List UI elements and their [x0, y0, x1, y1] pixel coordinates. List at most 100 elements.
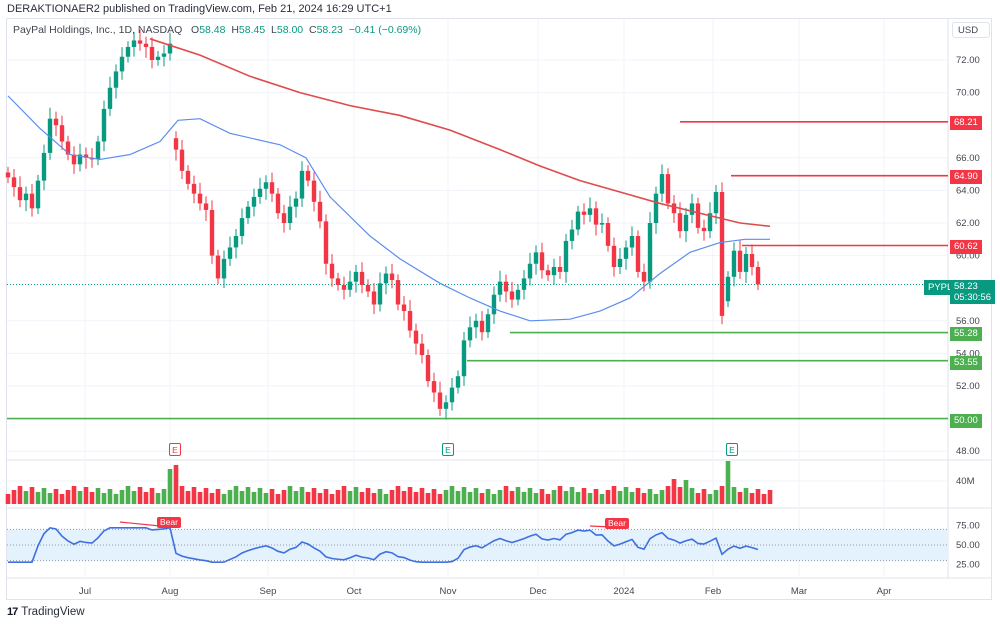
candle-body	[47, 118, 53, 153]
candle-body	[539, 252, 545, 271]
volume-bar	[497, 490, 503, 504]
candle-body	[569, 229, 575, 241]
candle-body	[251, 196, 257, 207]
open-value: 58.48	[199, 24, 226, 36]
candle-body	[695, 203, 701, 228]
volume-tick: 40M	[956, 476, 975, 487]
candle-body	[671, 203, 677, 214]
volume-bar	[281, 490, 287, 504]
candle-body	[731, 250, 737, 277]
volume-bar	[41, 488, 47, 504]
candle-body	[179, 149, 185, 171]
volume-bar	[371, 493, 377, 504]
rsi-tick: 25.00	[956, 560, 980, 571]
candle-body	[755, 267, 761, 285]
volume-bar	[725, 461, 731, 504]
candle-body	[41, 152, 47, 181]
candle-body	[641, 271, 647, 282]
volume-bar	[491, 494, 497, 504]
volume-bar	[209, 493, 215, 504]
high-value: 58.45	[238, 24, 266, 36]
volume-bar	[551, 490, 557, 504]
volume-bar	[191, 487, 197, 504]
candle-body	[167, 43, 173, 54]
volume-bar	[167, 469, 173, 504]
candle-body	[743, 253, 749, 272]
candle-body	[455, 376, 461, 388]
volume-bar	[185, 491, 191, 504]
candle-body	[617, 258, 623, 268]
candle-body	[425, 355, 431, 382]
candle-body	[497, 281, 503, 295]
volume-bar	[59, 494, 65, 504]
candle-body	[35, 180, 41, 209]
volume-bar	[5, 494, 11, 504]
volume-bar	[473, 488, 479, 504]
candle-body	[359, 271, 365, 285]
candle-body	[329, 263, 335, 279]
volume-bar	[65, 490, 71, 504]
volume-bar	[113, 494, 119, 504]
candle-body	[347, 281, 353, 290]
candle-body	[143, 43, 149, 47]
change-value: −0.41 (−0.69%)	[348, 24, 422, 36]
volume-bar	[455, 491, 461, 504]
tradingview-logo-text: TradingView	[21, 606, 85, 618]
volume-bar	[335, 490, 341, 504]
candle-body	[605, 223, 611, 246]
candle-body	[677, 213, 683, 232]
candle-body	[275, 193, 281, 214]
candle-body	[437, 392, 443, 409]
volume-bar	[233, 486, 239, 504]
candle-body	[509, 291, 515, 300]
volume-bar	[221, 494, 227, 504]
candle-body	[281, 213, 287, 223]
volume-bar	[83, 487, 89, 504]
candle-body	[413, 330, 419, 344]
volume-bar	[407, 487, 413, 504]
candle-body	[323, 221, 329, 264]
candle-body	[431, 381, 437, 393]
candle-body	[317, 201, 323, 222]
candle-body	[647, 223, 653, 282]
volume-bar	[107, 489, 113, 504]
candle-body	[665, 174, 671, 204]
close-label: C	[309, 24, 317, 36]
candle-body	[71, 154, 77, 165]
volume-bar	[401, 491, 407, 504]
volume-bar	[485, 489, 491, 504]
currency-button[interactable]: USD	[952, 22, 990, 38]
volume-bar	[293, 491, 299, 504]
earnings-marker-aug[interactable]: E	[169, 443, 181, 456]
time-tick-jul: Jul	[78, 586, 92, 597]
volume-bar	[719, 486, 725, 504]
candle-body	[689, 203, 695, 215]
price-tick: 62.00	[956, 218, 980, 229]
volume-bar	[287, 486, 293, 504]
candle-body	[545, 270, 551, 276]
open-label: O	[191, 24, 200, 36]
volume-bar	[251, 492, 257, 504]
earnings-marker-feb[interactable]: E	[726, 443, 738, 456]
volume-bar	[131, 491, 137, 504]
volume-bar	[587, 493, 593, 504]
tradingview-logo[interactable]: 17 TradingView	[7, 606, 85, 618]
volume-bar	[149, 488, 155, 504]
candle-body	[419, 343, 425, 356]
rsi-bear-divergence	[119, 521, 161, 527]
time-tick-feb: Feb	[704, 586, 722, 597]
candle-body	[341, 284, 347, 290]
volume-bar	[239, 491, 245, 504]
volume-bar	[119, 490, 125, 504]
volume-bar	[557, 486, 563, 504]
volume-bar	[215, 489, 221, 504]
candle-body	[227, 247, 233, 259]
volume-bar	[101, 493, 107, 504]
volume-bar	[383, 494, 389, 504]
earnings-marker-nov[interactable]: E	[442, 443, 454, 456]
volume-bar	[95, 488, 101, 504]
volume-bar	[521, 492, 527, 504]
volume-bar	[419, 488, 425, 504]
volume-bar	[353, 487, 359, 504]
